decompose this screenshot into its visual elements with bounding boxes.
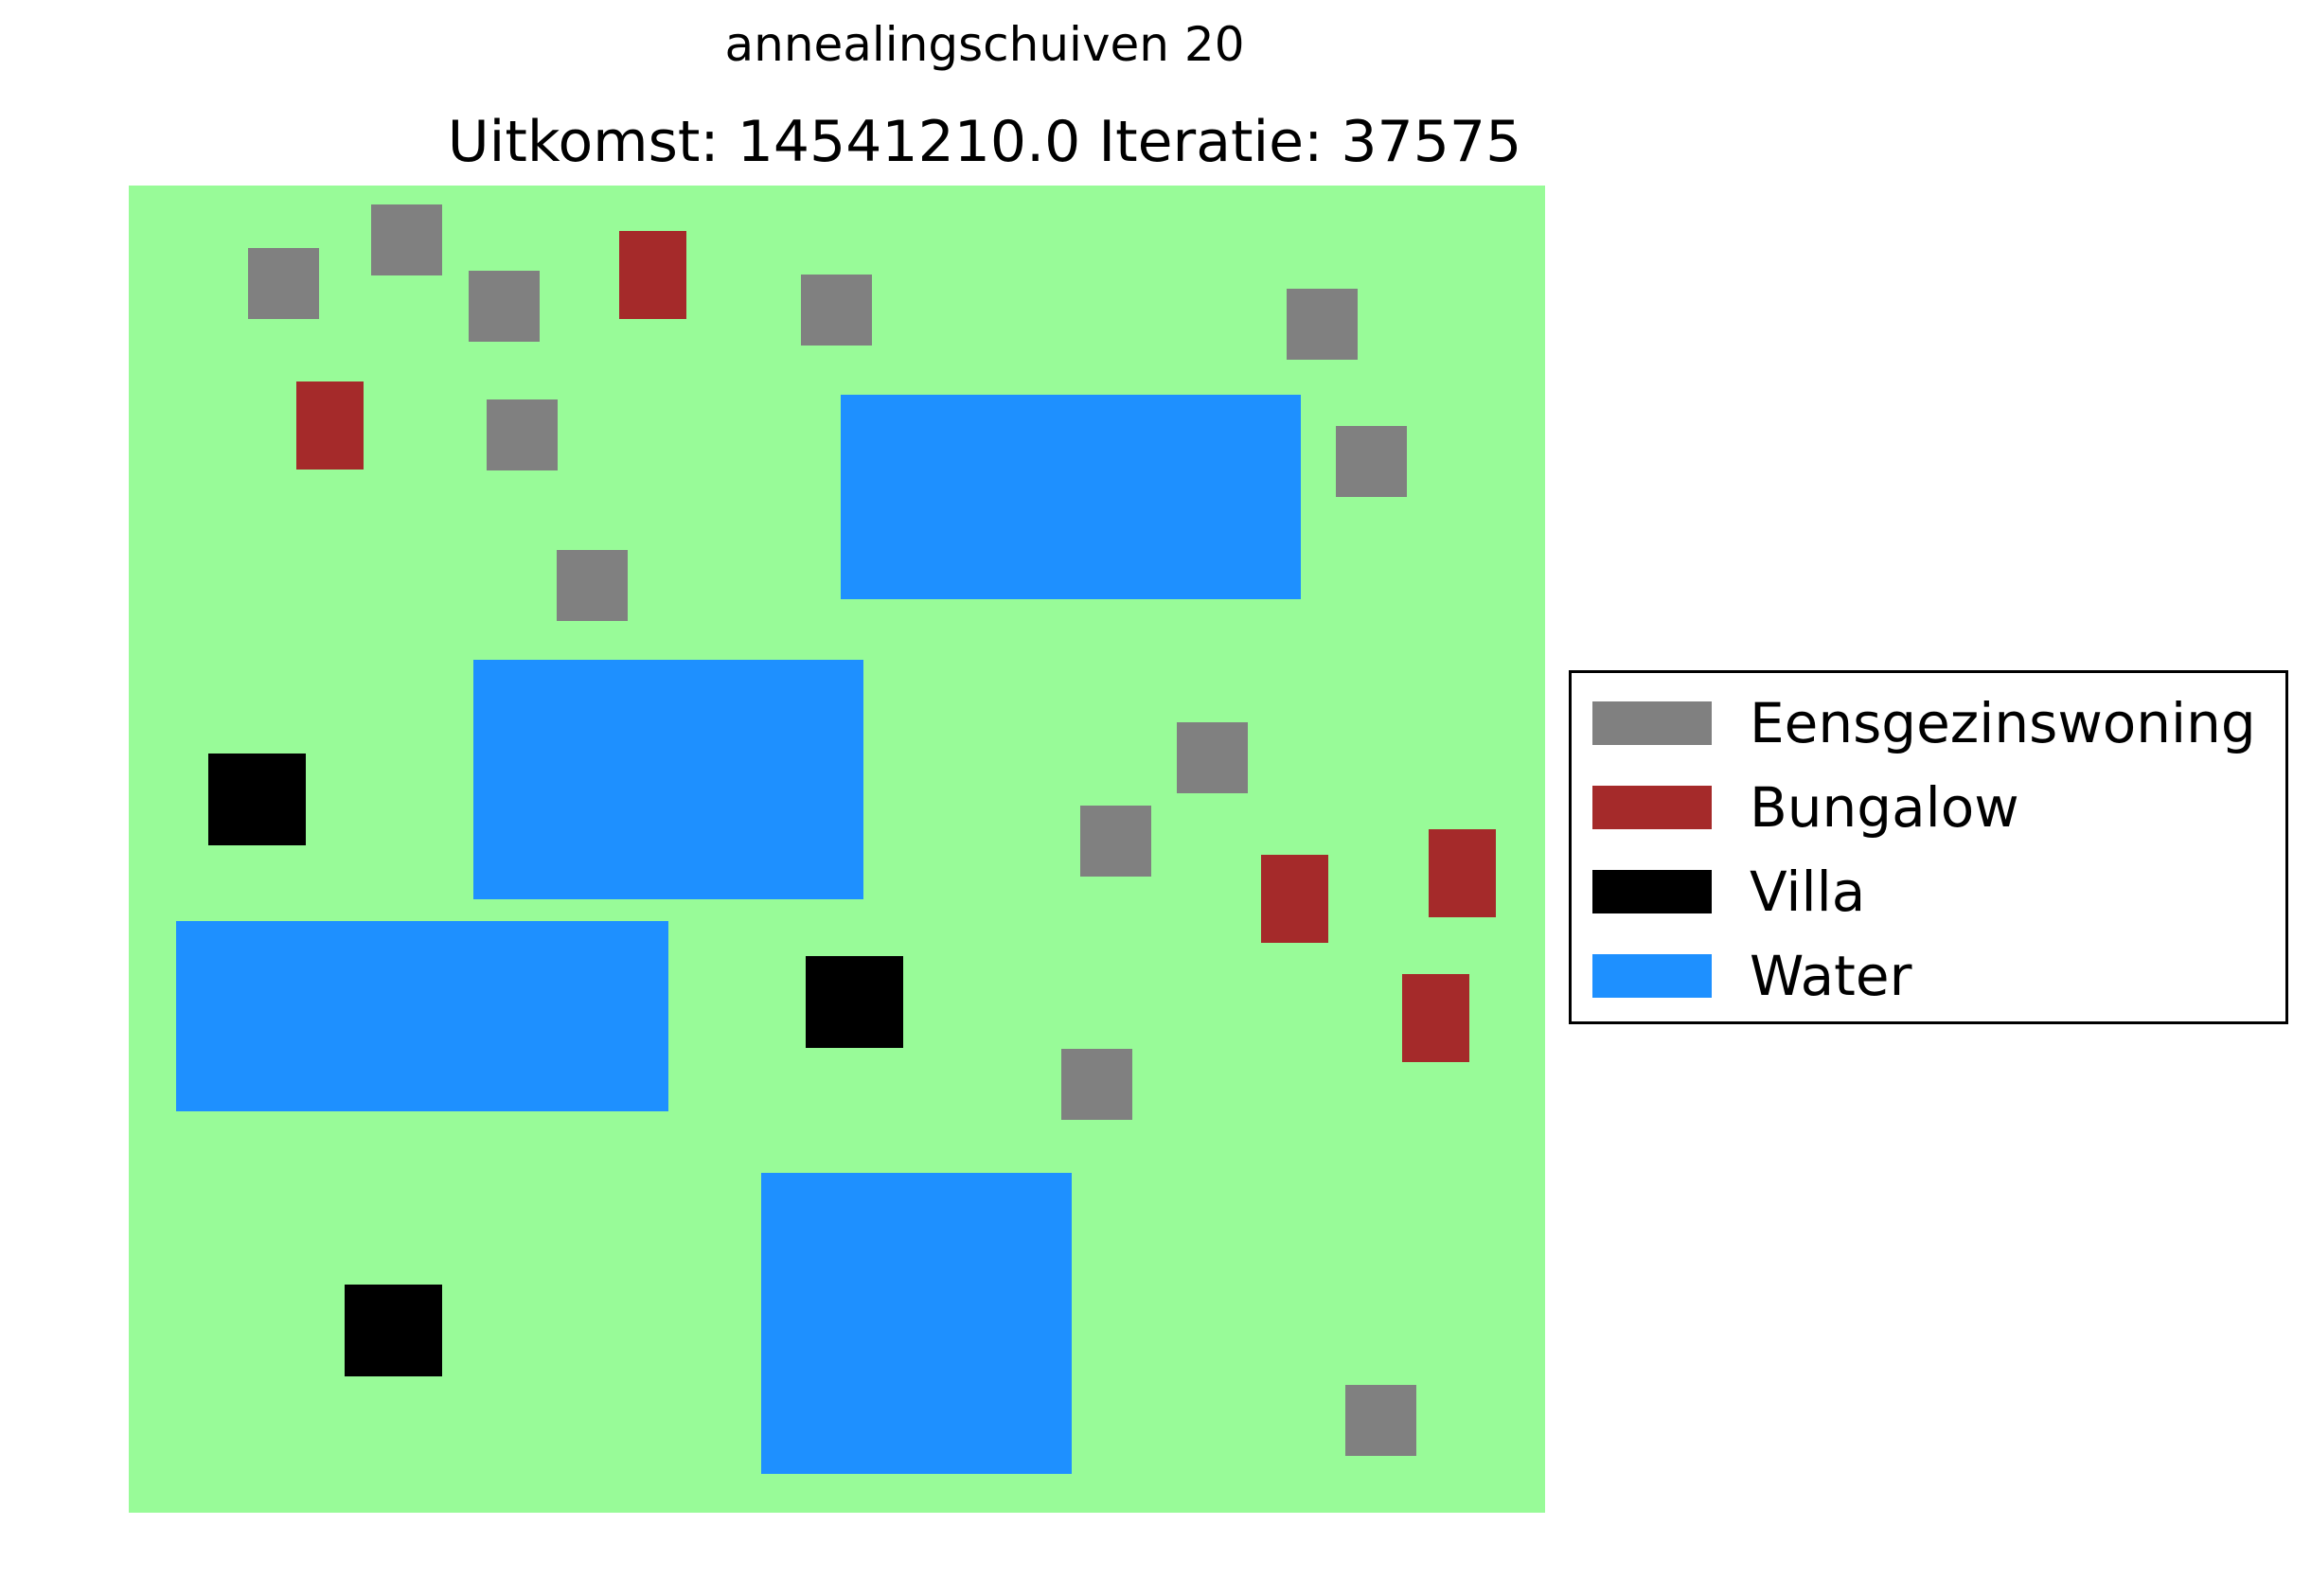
eensgezinswoning-plot: [1177, 722, 1248, 793]
bungalow-plot: [1402, 974, 1469, 1062]
eensgezinswoning-plot: [1345, 1385, 1416, 1456]
eensgezinswoning-plot: [487, 399, 558, 470]
bungalow-plot: [1261, 855, 1328, 943]
villa-plot: [345, 1285, 442, 1376]
legend-label-eensgezinswoning: Eensgezinswoning: [1750, 691, 2256, 755]
eensgezinswoning-plot: [469, 271, 540, 342]
water-plot: [176, 921, 668, 1111]
legend-swatch-villa: [1592, 870, 1712, 913]
eensgezinswoning-plot: [371, 204, 442, 275]
legend-swatch-eensgezinswoning: [1592, 701, 1712, 745]
eensgezinswoning-plot: [1336, 426, 1407, 497]
eensgezinswoning-plot: [1080, 806, 1151, 877]
water-plot: [761, 1173, 1072, 1474]
villa-plot: [208, 754, 306, 845]
bungalow-plot: [619, 231, 686, 319]
legend-swatch-bungalow: [1592, 786, 1712, 829]
legend-label-water: Water: [1750, 944, 1912, 1008]
bungalow-plot: [296, 381, 364, 470]
legend: Eensgezinswoning Bungalow Villa Water: [1569, 670, 2288, 1024]
eensgezinswoning-plot: [1061, 1049, 1132, 1120]
villa-plot: [806, 956, 903, 1048]
legend-label-villa: Villa: [1750, 860, 1866, 924]
water-plot: [841, 395, 1301, 599]
legend-swatch-water: [1592, 954, 1712, 998]
eensgezinswoning-plot: [1287, 289, 1358, 360]
figure-title: annealingschuiven 20: [724, 17, 1245, 72]
eensgezinswoning-plot: [248, 248, 319, 319]
bungalow-plot: [1429, 829, 1496, 917]
eensgezinswoning-plot: [801, 275, 872, 346]
eensgezinswoning-plot: [557, 550, 628, 621]
legend-label-bungalow: Bungalow: [1750, 775, 2019, 840]
water-plot: [473, 660, 863, 899]
result-title: Uitkomst: 14541210.0 Iteratie: 37575: [447, 109, 1522, 175]
